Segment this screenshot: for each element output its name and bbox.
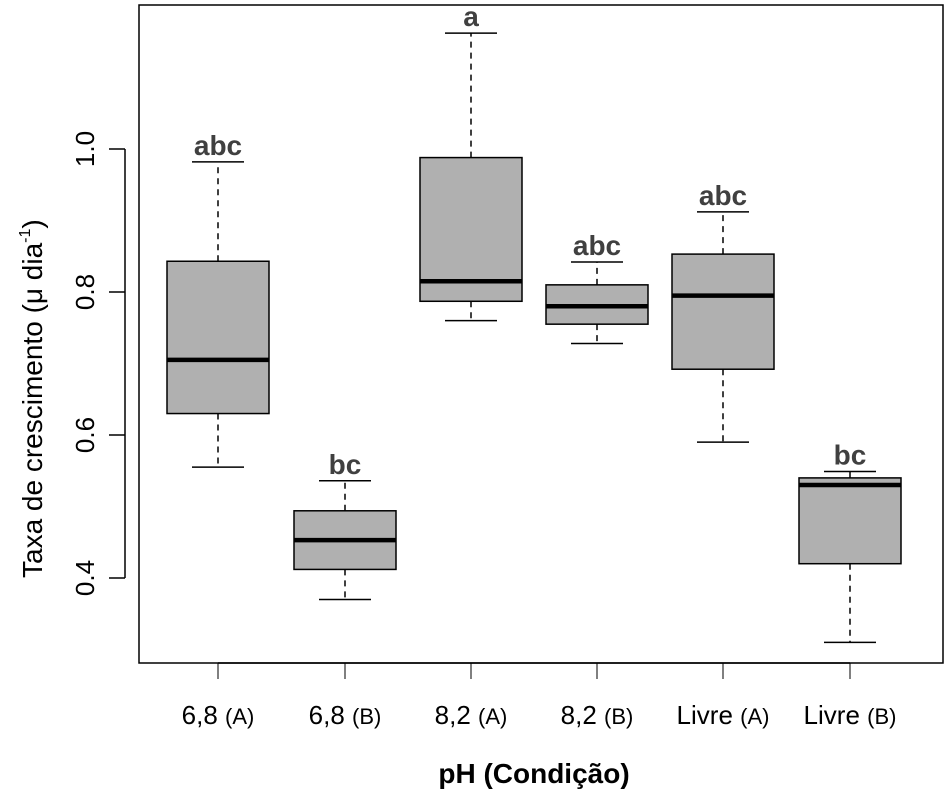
x-axis: 6,8 (A) 6,8 (B) 8,2 (A) 8,2 (B) Livre (A) Liv…: [182, 662, 897, 730]
iqr-box: [166, 260, 270, 415]
box-group-5: [671, 211, 775, 443]
y-tick-label-4: 1.0: [70, 131, 100, 167]
iqr-box: [798, 477, 902, 565]
y-axis: 0.4 0.6 0.8 1.0: [70, 131, 126, 596]
box-group-2: [293, 480, 397, 601]
significance-letter-6: bc: [834, 439, 867, 470]
x-tick-label-value: 8,2: [435, 700, 478, 730]
x-tick-label-group: (B): [867, 704, 896, 729]
y-tick-label-1: 0.4: [70, 560, 100, 596]
iqr-box: [419, 156, 523, 303]
box-group-6: [798, 470, 902, 644]
x-tick-label-2: 6,8 (B): [309, 700, 382, 730]
x-tick-label-1: 6,8 (A): [182, 700, 255, 730]
x-tick-label-value: 6,8: [309, 700, 352, 730]
y-axis-label: Taxa de crescimento (μ dia-1): [17, 219, 48, 578]
x-tick-label-value: 6,8: [182, 700, 225, 730]
x-tick-label-4: 8,2 (B): [561, 700, 634, 730]
y-axis-label-close: ): [17, 219, 48, 228]
x-tick-label-5: Livre (A): [677, 700, 770, 730]
significance-letter-1: abc: [194, 130, 242, 161]
x-tick-label-value: Livre: [677, 700, 741, 730]
significance-letter-2: bc: [329, 449, 362, 480]
box-group-4: [545, 261, 649, 345]
x-tick-label-group: (B): [604, 704, 633, 729]
x-tick-label-value: Livre: [804, 700, 868, 730]
x-tick-label-value: 8,2: [561, 700, 604, 730]
x-tick-label-6: Livre (B): [804, 700, 897, 730]
x-tick-label-group: (B): [352, 704, 381, 729]
y-tick-label-3: 0.8: [70, 274, 100, 310]
box-group-1: [166, 161, 270, 468]
x-tick-label-group: (A): [225, 704, 254, 729]
significance-letter-3: a: [463, 1, 479, 32]
box-group-3: [419, 32, 523, 322]
x-tick-label-3: 8,2 (A): [435, 700, 508, 730]
significance-letters-layer: abc bc a abc abc bc: [194, 1, 866, 480]
boxes-layer: [166, 32, 902, 644]
y-axis-label-superscript: -1: [17, 229, 34, 243]
x-tick-label-group: (A): [478, 704, 507, 729]
x-tick-label-group: (A): [740, 704, 769, 729]
iqr-box: [671, 253, 775, 370]
significance-letter-5: abc: [699, 180, 747, 211]
x-axis-label: pH (Condição): [438, 758, 629, 789]
significance-letter-4: abc: [573, 230, 621, 261]
y-axis-label-main: Taxa de crescimento (μ dia: [17, 242, 48, 578]
y-tick-label-2: 0.6: [70, 417, 100, 453]
